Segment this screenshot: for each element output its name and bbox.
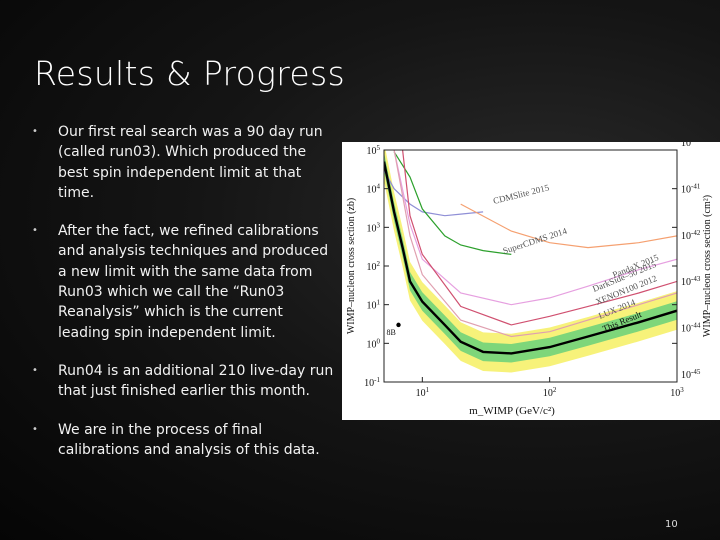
y-axis-label-left: WIMP–nucleon cross section (zb) [346, 198, 357, 334]
bullet-item: • Our first real search was a 90 day run … [24, 122, 334, 203]
cdmslite-curve [384, 169, 484, 217]
y-tick-label: 105 [367, 144, 381, 157]
supercdms-curve [393, 151, 512, 255]
y-tick-label: 100 [367, 337, 381, 350]
x-axis-label: m_WIMP (GeV/c²) [469, 405, 555, 417]
sensitivity-band-2sigma [384, 150, 677, 373]
y-tick-label: 10-1 [364, 376, 380, 389]
y-tick-label: 104 [367, 183, 381, 196]
y-tick-label-right: 10-42 [681, 229, 701, 242]
y-tick-label-right: 10-40 [681, 142, 701, 149]
bullet-item: • We are in the process of final calibrat… [24, 420, 334, 461]
pandax-curve [393, 150, 677, 306]
bullet-text: After the fact, we refined calibrations … [58, 223, 329, 341]
bullet-text: We are in the process of final calibrati… [58, 421, 320, 458]
bullet-icon: • [32, 126, 38, 137]
y-tick-label-right: 10-43 [681, 275, 701, 288]
curve-annotation: SuperCDMS 2014 [502, 226, 569, 256]
bullet-text: Our first real search was a 90 day run (… [58, 124, 323, 201]
bullet-text: Run04 is an additional 210 live-day run … [58, 362, 334, 400]
xenon100-curve [402, 150, 677, 326]
this-result-curve [384, 161, 677, 355]
x-tick-label: 102 [543, 386, 557, 399]
curve-annotation: CDMSlite 2015 [492, 182, 550, 206]
y-tick-label-right: 10-41 [681, 182, 701, 195]
y-axis-label-right: WIMP–nucleon cross section (cm²) [702, 195, 713, 337]
lux2014-curve [393, 150, 677, 338]
bullet-list: • Our first real search was a 90 day run … [24, 122, 334, 478]
y-tick-label: 102 [367, 260, 381, 273]
boron8-point [396, 322, 401, 328]
exclusion-plot: 10-1 100 101 102 103 104 105 10-45 10-44 10-43 10-… [342, 142, 720, 420]
page-number: 10 [665, 519, 678, 530]
bullet-icon: • [32, 225, 38, 237]
darkside-curve [460, 203, 677, 249]
bullet-icon: • [32, 364, 38, 376]
y-tick-label-right: 10-44 [681, 322, 701, 335]
x-tick-label: 101 [416, 386, 430, 399]
exclusion-chart-svg: 10-1 100 101 102 103 104 105 10-45 10-44 10-43 10-… [346, 142, 713, 417]
bullet-item: • Run04 is an additional 210 live-day run… [24, 361, 334, 402]
boron8-label: 8B [387, 328, 396, 337]
slide-title: Results & Progress [34, 54, 345, 93]
y-tick-label: 103 [367, 221, 381, 234]
bullet-item: • After the fact, we refined calibrations… [24, 221, 334, 343]
x-tick-label: 103 [670, 386, 684, 399]
bullet-icon: • [32, 423, 38, 435]
y-tick-label: 101 [367, 299, 381, 312]
y-tick-label-right: 10-45 [681, 368, 701, 381]
